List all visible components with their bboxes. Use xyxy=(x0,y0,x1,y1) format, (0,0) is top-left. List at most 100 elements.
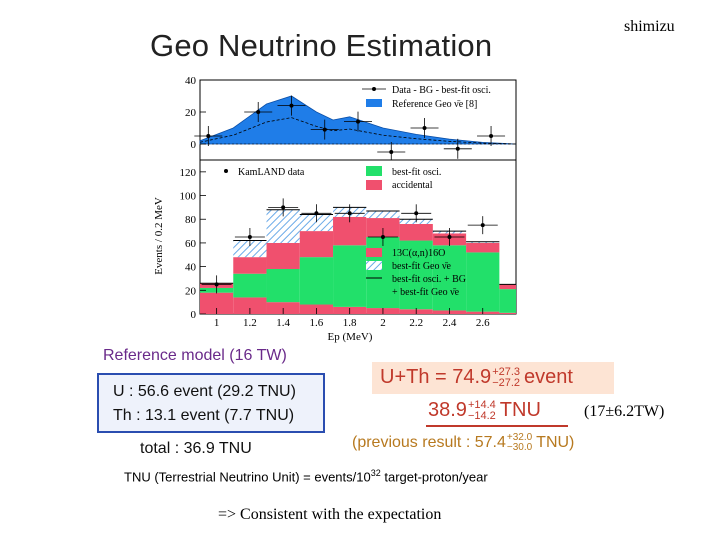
reference-model-box: U : 56.6 event (29.2 TNU) Th : 13.1 even… xyxy=(97,373,325,433)
conclusion-text: => Consistent with the expectation xyxy=(218,506,442,523)
x-axis-label: Ep (MeV) xyxy=(328,331,373,343)
bottom-y-tick-label: 80 xyxy=(185,214,197,226)
osci-bar xyxy=(432,245,467,311)
top-data-point xyxy=(256,110,261,114)
tnu-error-up: +14.4 xyxy=(467,398,496,411)
legend-osci-bg-label: best-fit osci. + BG xyxy=(392,274,466,285)
top-data-point xyxy=(206,134,211,138)
bottom-y-tick-label: 60 xyxy=(185,238,197,250)
legend-top-geo-label: Reference Geo ν̄e [8] xyxy=(392,99,477,110)
legend-plus-geo-label: + best-fit Geo ν̄e xyxy=(392,287,460,298)
x-tick-label: 1.6 xyxy=(310,317,324,329)
x-tick-label: 2.6 xyxy=(476,317,490,329)
bottom-data-point xyxy=(214,282,219,287)
c13-bar xyxy=(233,257,267,274)
previous-error-down: −30.0 xyxy=(506,442,533,453)
previous-result: (previous result : 57.4 +32.0 −30.0 TNU) xyxy=(352,433,574,453)
geo-bar xyxy=(466,241,500,243)
osci-bar xyxy=(466,252,500,312)
top-data-point xyxy=(422,126,427,130)
top-data-point xyxy=(389,150,394,154)
tnu-error-down: −14.2 xyxy=(467,409,496,422)
bottom-y-tick-label: 40 xyxy=(185,262,197,274)
uth-unit: event xyxy=(524,366,573,388)
uth-label: U+Th = 74.9 xyxy=(380,366,492,388)
bottom-data-point xyxy=(281,205,286,210)
top-data-point xyxy=(455,146,460,151)
tnu-definition: TNU (Terrestrial Neutrino Unit) = events… xyxy=(124,468,488,484)
x-tick-label: 1 xyxy=(214,317,220,329)
legend-accidental-label: accidental xyxy=(392,180,433,191)
legend-osci-swatch xyxy=(366,166,382,176)
top-y-tick-label: 40 xyxy=(185,76,197,87)
osci-bar xyxy=(299,257,334,305)
reference-th-line: Th : 13.1 event (7.7 TNU) xyxy=(113,407,295,424)
legend-osci-label: best-fit osci. xyxy=(392,167,441,178)
legend-c13-label: 13C(α,n)16O xyxy=(392,248,445,259)
tnu-definition-exponent: 32 xyxy=(370,468,381,478)
uth-error-up: +27.3 xyxy=(492,365,521,378)
bottom-data-point xyxy=(347,211,352,216)
top-data-point xyxy=(322,127,327,132)
reference-u-line: U : 56.6 event (29.2 TNU) xyxy=(113,383,296,400)
accidental-bar xyxy=(499,312,516,314)
axis-labels: 40 20 0 120 100 80 60 40 20 0 1 1.2 1.4 1.6 1.8 2 2.2 2.4… xyxy=(153,76,490,343)
y-axis-label: Events / 0.2 MeV xyxy=(153,197,165,275)
x-tick-label: 1.4 xyxy=(276,317,290,329)
bottom-data-point xyxy=(247,235,252,239)
osci-bar xyxy=(266,268,300,303)
chart-legend: Data - BG - best-fit osci. Reference Geo … xyxy=(224,85,491,298)
legend-geo-label: best-fit Geo ν̄e xyxy=(392,261,452,272)
legend-kamland-label: KamLAND data xyxy=(238,167,305,178)
accidental-bar xyxy=(200,292,234,314)
tw-note: (17±6.2TW) xyxy=(584,403,665,420)
uth-result-box: U+Th = 74.9 +27.3 −27.2 event xyxy=(372,362,614,394)
reference-model-heading: Reference model (16 TW) xyxy=(103,347,287,364)
x-tick-label: 2 xyxy=(380,317,386,329)
tnu-underline xyxy=(426,425,568,427)
x-tick-label: 2.4 xyxy=(443,317,457,329)
bottom-y-tick-label: 20 xyxy=(185,285,197,297)
bottom-data-point xyxy=(314,211,319,216)
tnu-definition-pre: TNU (Terrestrial Neutrino Unit) = events… xyxy=(124,469,371,485)
bottom-data-point xyxy=(447,235,452,239)
legend-geo-swatch xyxy=(366,261,382,270)
x-tick-label: 1.2 xyxy=(243,317,257,329)
bottom-panel-marks xyxy=(200,198,516,314)
legend-accidental-swatch xyxy=(366,180,382,190)
legend-c13-swatch xyxy=(366,248,382,257)
c13-bar xyxy=(299,231,334,258)
c13-bar xyxy=(366,218,400,237)
previous-label: (previous result : 57.4 xyxy=(352,434,506,452)
reference-total: total : 36.9 TNU xyxy=(140,440,252,457)
top-y-tick-label: 20 xyxy=(185,107,197,119)
uth-error-down: −27.2 xyxy=(492,376,521,389)
bottom-y-tick-label: 120 xyxy=(180,167,197,179)
reference-geo-center-line xyxy=(199,117,517,145)
x-tick-label: 2.2 xyxy=(409,317,423,329)
tnu-errors: +14.4 −14.2 xyxy=(467,398,496,422)
slide-title: Geo Neutrino Estimation xyxy=(150,28,493,63)
tnu-result: 38.9 +14.4 −14.2 TNU xyxy=(428,399,541,422)
top-panel-marks xyxy=(194,95,517,160)
tnu-unit: TNU xyxy=(499,399,541,421)
osci-bar xyxy=(233,273,267,298)
geo-bar xyxy=(233,240,267,258)
previous-unit: TNU) xyxy=(536,434,575,452)
bottom-data-point xyxy=(414,211,419,216)
top-y-tick-label: 0 xyxy=(191,139,197,151)
osci-bar xyxy=(399,240,433,310)
osci-bar xyxy=(499,289,516,313)
accidental-bar xyxy=(233,297,267,314)
geo-bar xyxy=(366,210,400,219)
bottom-data-point xyxy=(480,223,485,228)
top-data-point xyxy=(489,134,494,138)
previous-error-up: +32.0 xyxy=(506,432,533,443)
uth-errors: +27.3 −27.2 xyxy=(492,365,521,389)
legend-top-data-dot xyxy=(372,87,376,91)
bottom-data-point xyxy=(380,235,385,239)
top-data-point xyxy=(356,119,360,124)
author-name: shimizu xyxy=(624,18,675,35)
legend-top-data-label: Data - BG - best-fit osci. xyxy=(392,85,491,96)
bottom-y-tick-label: 100 xyxy=(180,191,197,203)
